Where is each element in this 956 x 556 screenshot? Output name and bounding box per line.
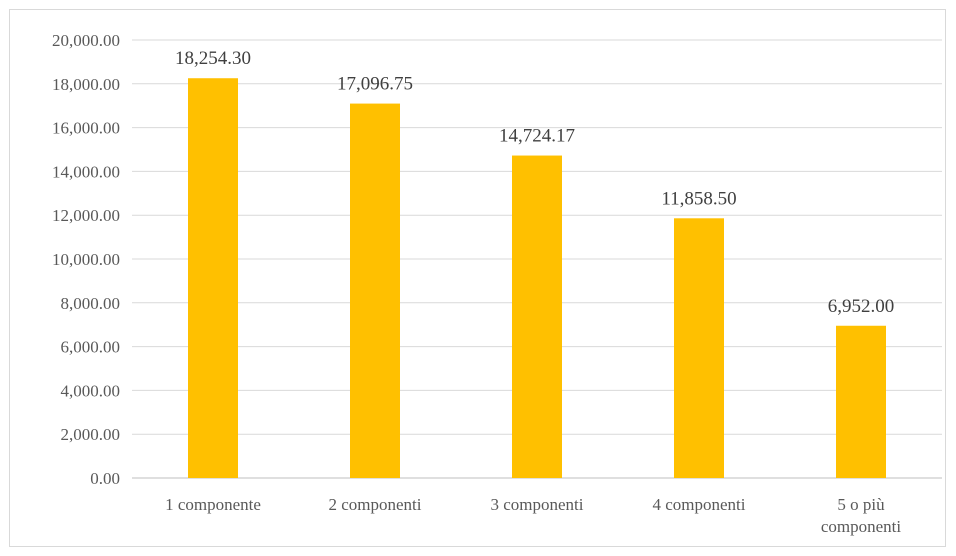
bar [674,218,724,479]
y-axis: 0.00 2,000.00 4,000.00 6,000.00 8,000.00 10,0… [52,31,120,488]
bar [188,78,238,478]
y-tick-label: 8,000.00 [61,294,121,313]
data-label: 17,096.75 [337,74,413,95]
x-tick-label: 5 o più [837,495,885,514]
bar [836,325,886,478]
gridlines [132,39,942,479]
x-tick-label: 2 componenti [328,495,421,514]
x-tick-label: 4 componenti [652,495,745,514]
y-tick-label: 16,000.00 [52,119,120,138]
y-tick-label: 4,000.00 [61,381,121,400]
bar [350,103,400,478]
bars [188,78,886,479]
y-tick-label: 0.00 [90,469,120,488]
data-label: 11,858.50 [661,188,736,209]
y-tick-label: 10,000.00 [52,250,120,269]
y-tick-label: 20,000.00 [52,31,120,50]
bar [512,155,562,478]
x-tick-label: 1 componente [165,495,261,514]
y-tick-label: 14,000.00 [52,162,120,181]
y-tick-label: 2,000.00 [61,425,121,444]
chart-frame [9,9,946,547]
data-label: 18,254.30 [175,48,251,69]
x-tick-label: componenti [821,517,902,536]
x-axis: 1 componente 2 componenti 3 componenti 4 co… [165,495,901,536]
data-labels: 18,254.30 17,096.75 14,724.17 11,858.50 6,95… [175,48,894,317]
y-tick-label: 18,000.00 [52,75,120,94]
x-tick-label: 3 componenti [490,495,583,514]
y-tick-label: 6,000.00 [61,338,121,357]
y-tick-label: 12,000.00 [52,206,120,225]
data-label: 14,724.17 [499,126,575,147]
data-label: 6,952.00 [828,296,895,317]
